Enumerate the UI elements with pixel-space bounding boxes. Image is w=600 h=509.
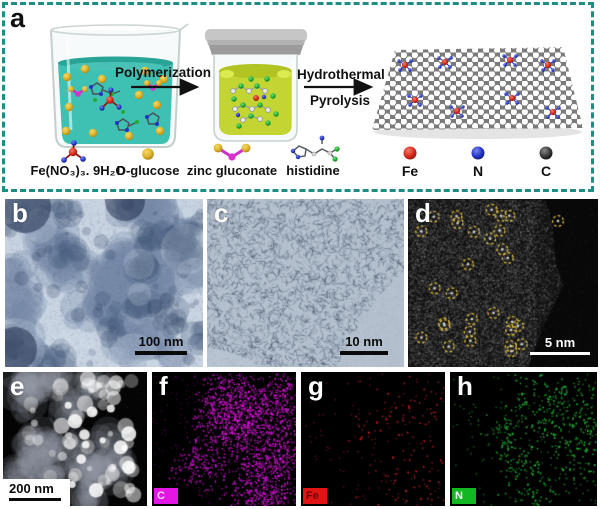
zinc-gluconate-molecule-icon [213,143,251,161]
reagent-label-iron-nitrate: Fe(NO₃)₃. 9H₂O [30,163,126,178]
panel-g-iron-map: g Fe [301,372,445,506]
panel-letter-b: b [12,199,28,228]
beaker-illustration [50,23,189,148]
nitrogen-map-canvas [450,372,597,506]
panel-letter-g: g [308,372,324,401]
glucose-sphere-icon [142,148,154,160]
graphene-sheet [372,47,583,139]
scale-bar-b-text: 100 nm [138,334,184,349]
atom-label-n: N [472,163,484,179]
reagent-label-histidine: histidine [286,163,340,178]
scheme-illustration [50,23,583,163]
jar-illustration [205,29,307,142]
carbon-map-canvas [152,372,296,506]
scale-bar-d-line [530,352,590,355]
tem-100nm-canvas [5,199,203,367]
hydrothermal-label: Hydrothermal [297,67,385,82]
atom-label-fe: Fe [401,163,419,179]
panel-h-nitrogen-map: h N [450,372,597,506]
panel-c-hrtem-image: c 10 nm [207,199,404,367]
panel-letter-h: h [457,372,473,401]
element-tag-c: C [154,488,178,504]
iron-map-canvas [301,372,445,506]
panel-f-carbon-map: f C [152,372,296,506]
scale-bar-b-line [135,351,187,355]
reagent-label-zinc-gluconate: zinc gluconate [186,163,278,178]
polymer-molecules-in-jar [230,76,279,129]
panel-b-tem-image: b 100 nm [5,199,203,367]
scale-bar-e-text: 200 nm [9,481,54,496]
panel-letter-a: a [10,3,26,33]
scale-bar-d: 5 nm [530,335,590,355]
panel-a-content: a Polymerization Hydrothermal Pyrolysis … [5,3,591,189]
ring-nitrogens [89,85,159,132]
element-tag-n: N [452,488,476,504]
histidine-molecule-icon [290,135,340,162]
panel-e-stem-image: e 200 nm [3,372,147,506]
hrtem-10nm-canvas [207,199,404,367]
atom-legend-balls [403,146,553,160]
haadf-5nm-canvas [408,199,598,367]
reagent-label-glucose: D-glucose [116,163,180,178]
panel-letter-d: d [415,199,431,228]
panel-letter-e: e [10,372,25,401]
panel-letter-f: f [159,372,168,401]
glucose-balls [61,64,169,141]
scale-bar-c: 10 nm [340,334,388,355]
element-tag-fe: Fe [303,488,327,504]
scale-bar-b: 100 nm [135,334,187,355]
panel-letter-c: c [214,199,229,228]
scale-bar-c-text: 10 nm [345,334,383,349]
iron-nitrate-in-beaker [99,87,122,111]
panel-a-scheme: a Polymerization Hydrothermal Pyrolysis … [2,2,594,192]
iron-nitrate-molecule-icon [61,140,86,163]
scale-bar-c-line [340,351,388,355]
scale-bar-e: 200 nm [3,479,70,506]
polymerization-label: Polymerization [114,65,212,80]
pyrolysis-label: Pyrolysis [309,93,371,108]
panel-d-haadf-image: d 5 nm [408,199,598,367]
scale-bar-e-line [9,498,61,501]
scale-bar-d-text: 5 nm [544,335,576,350]
atom-label-c: C [540,163,552,179]
fe-n-sites [397,54,561,119]
